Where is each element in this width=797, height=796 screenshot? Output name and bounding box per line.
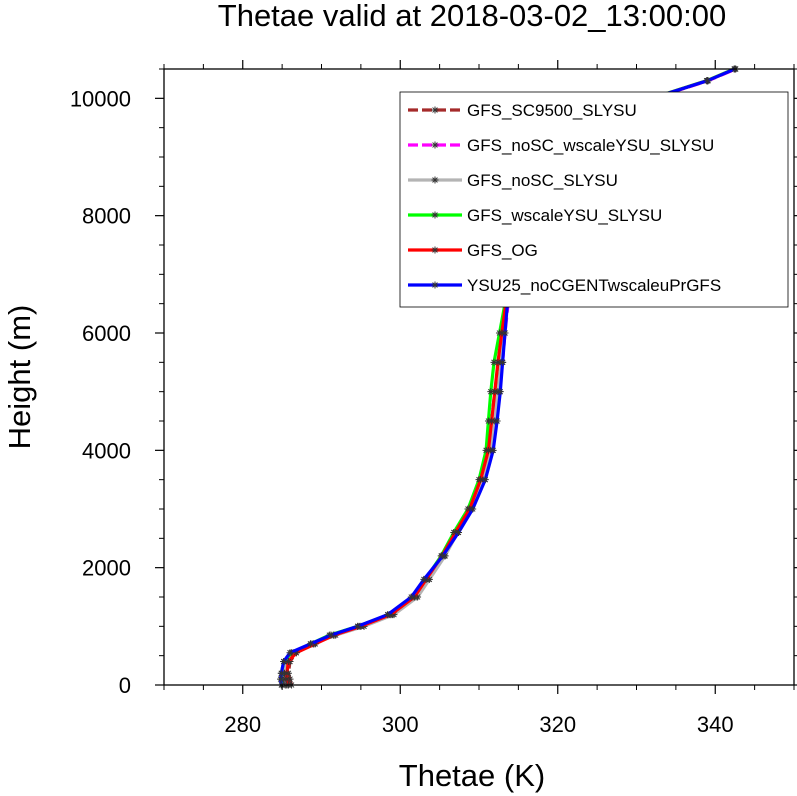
data-point-marker xyxy=(286,649,294,657)
legend-label: YSU25_noCGENTwscaleuPrGFS xyxy=(467,276,721,295)
data-point-marker xyxy=(481,476,489,484)
data-point-marker xyxy=(280,658,288,666)
data-point-marker xyxy=(420,575,428,583)
data-point-marker xyxy=(491,388,499,396)
legend-marker xyxy=(431,211,439,219)
data-point-marker xyxy=(407,593,415,601)
data-point-marker xyxy=(489,446,497,454)
data-point-marker xyxy=(490,358,498,366)
data-point-marker xyxy=(283,675,291,683)
x-tick-label: 300 xyxy=(382,712,419,737)
y-tick-label: 6000 xyxy=(82,321,131,346)
data-point-marker xyxy=(384,611,392,619)
data-point-marker xyxy=(496,388,504,396)
x-tick-label: 340 xyxy=(697,712,734,737)
y-tick-label: 0 xyxy=(119,673,131,698)
data-point-marker xyxy=(477,476,485,484)
y-axis-label: Height (m) xyxy=(2,305,37,450)
y-tick-label: 10000 xyxy=(70,86,131,111)
legend: GFS_SC9500_SLYSU GFS_noSC_wscaleYSU_SLYSU… xyxy=(399,91,789,308)
data-point-marker xyxy=(284,658,292,666)
legend-marker xyxy=(431,281,439,289)
y-tick-label: 2000 xyxy=(82,556,131,581)
data-point-marker xyxy=(484,446,492,454)
legend-box xyxy=(399,91,789,308)
data-point-marker xyxy=(311,640,319,648)
legend-marker xyxy=(431,176,439,184)
data-point-marker xyxy=(277,669,285,677)
data-point-marker xyxy=(306,640,314,648)
data-point-marker xyxy=(439,552,447,560)
data-point-marker xyxy=(488,417,496,425)
data-point-marker xyxy=(283,669,291,677)
data-point-marker xyxy=(494,358,502,366)
legend-label: GFS_OG xyxy=(467,241,538,260)
data-point-marker xyxy=(354,622,362,630)
axis-ticks: 280 300 320 340 0 2000 4000 6000 8000 10000 xyxy=(70,60,797,737)
x-axis-label: Thetae (K) xyxy=(399,758,545,793)
legend-label: GFS_noSC_SLYSU xyxy=(467,171,618,190)
data-point-marker xyxy=(277,675,285,683)
x-tick-label: 320 xyxy=(539,712,576,737)
y-tick-label: 8000 xyxy=(82,204,131,229)
data-point-marker xyxy=(292,649,300,657)
data-point-marker xyxy=(493,417,501,425)
legend-label: GFS_noSC_wscaleYSU_SLYSU xyxy=(467,136,714,155)
data-point-marker xyxy=(327,631,335,639)
y-tick-label: 4000 xyxy=(82,438,131,463)
data-point-marker xyxy=(487,388,495,396)
legend-marker xyxy=(431,141,439,149)
x-tick-label: 280 xyxy=(224,712,261,737)
legend-marker xyxy=(431,106,439,114)
legend-marker xyxy=(431,246,439,254)
data-point-marker xyxy=(703,77,711,85)
data-point-marker xyxy=(501,329,509,337)
legend-label: GFS_wscaleYSU_SLYSU xyxy=(467,206,662,225)
data-point-marker xyxy=(469,505,477,513)
data-point-marker xyxy=(499,358,507,366)
data-point-marker xyxy=(455,528,463,536)
legend-label: GFS_SC9500_SLYSU xyxy=(467,101,637,120)
chart-title: Thetae valid at 2018-03-02_13:00:00 xyxy=(218,0,726,33)
